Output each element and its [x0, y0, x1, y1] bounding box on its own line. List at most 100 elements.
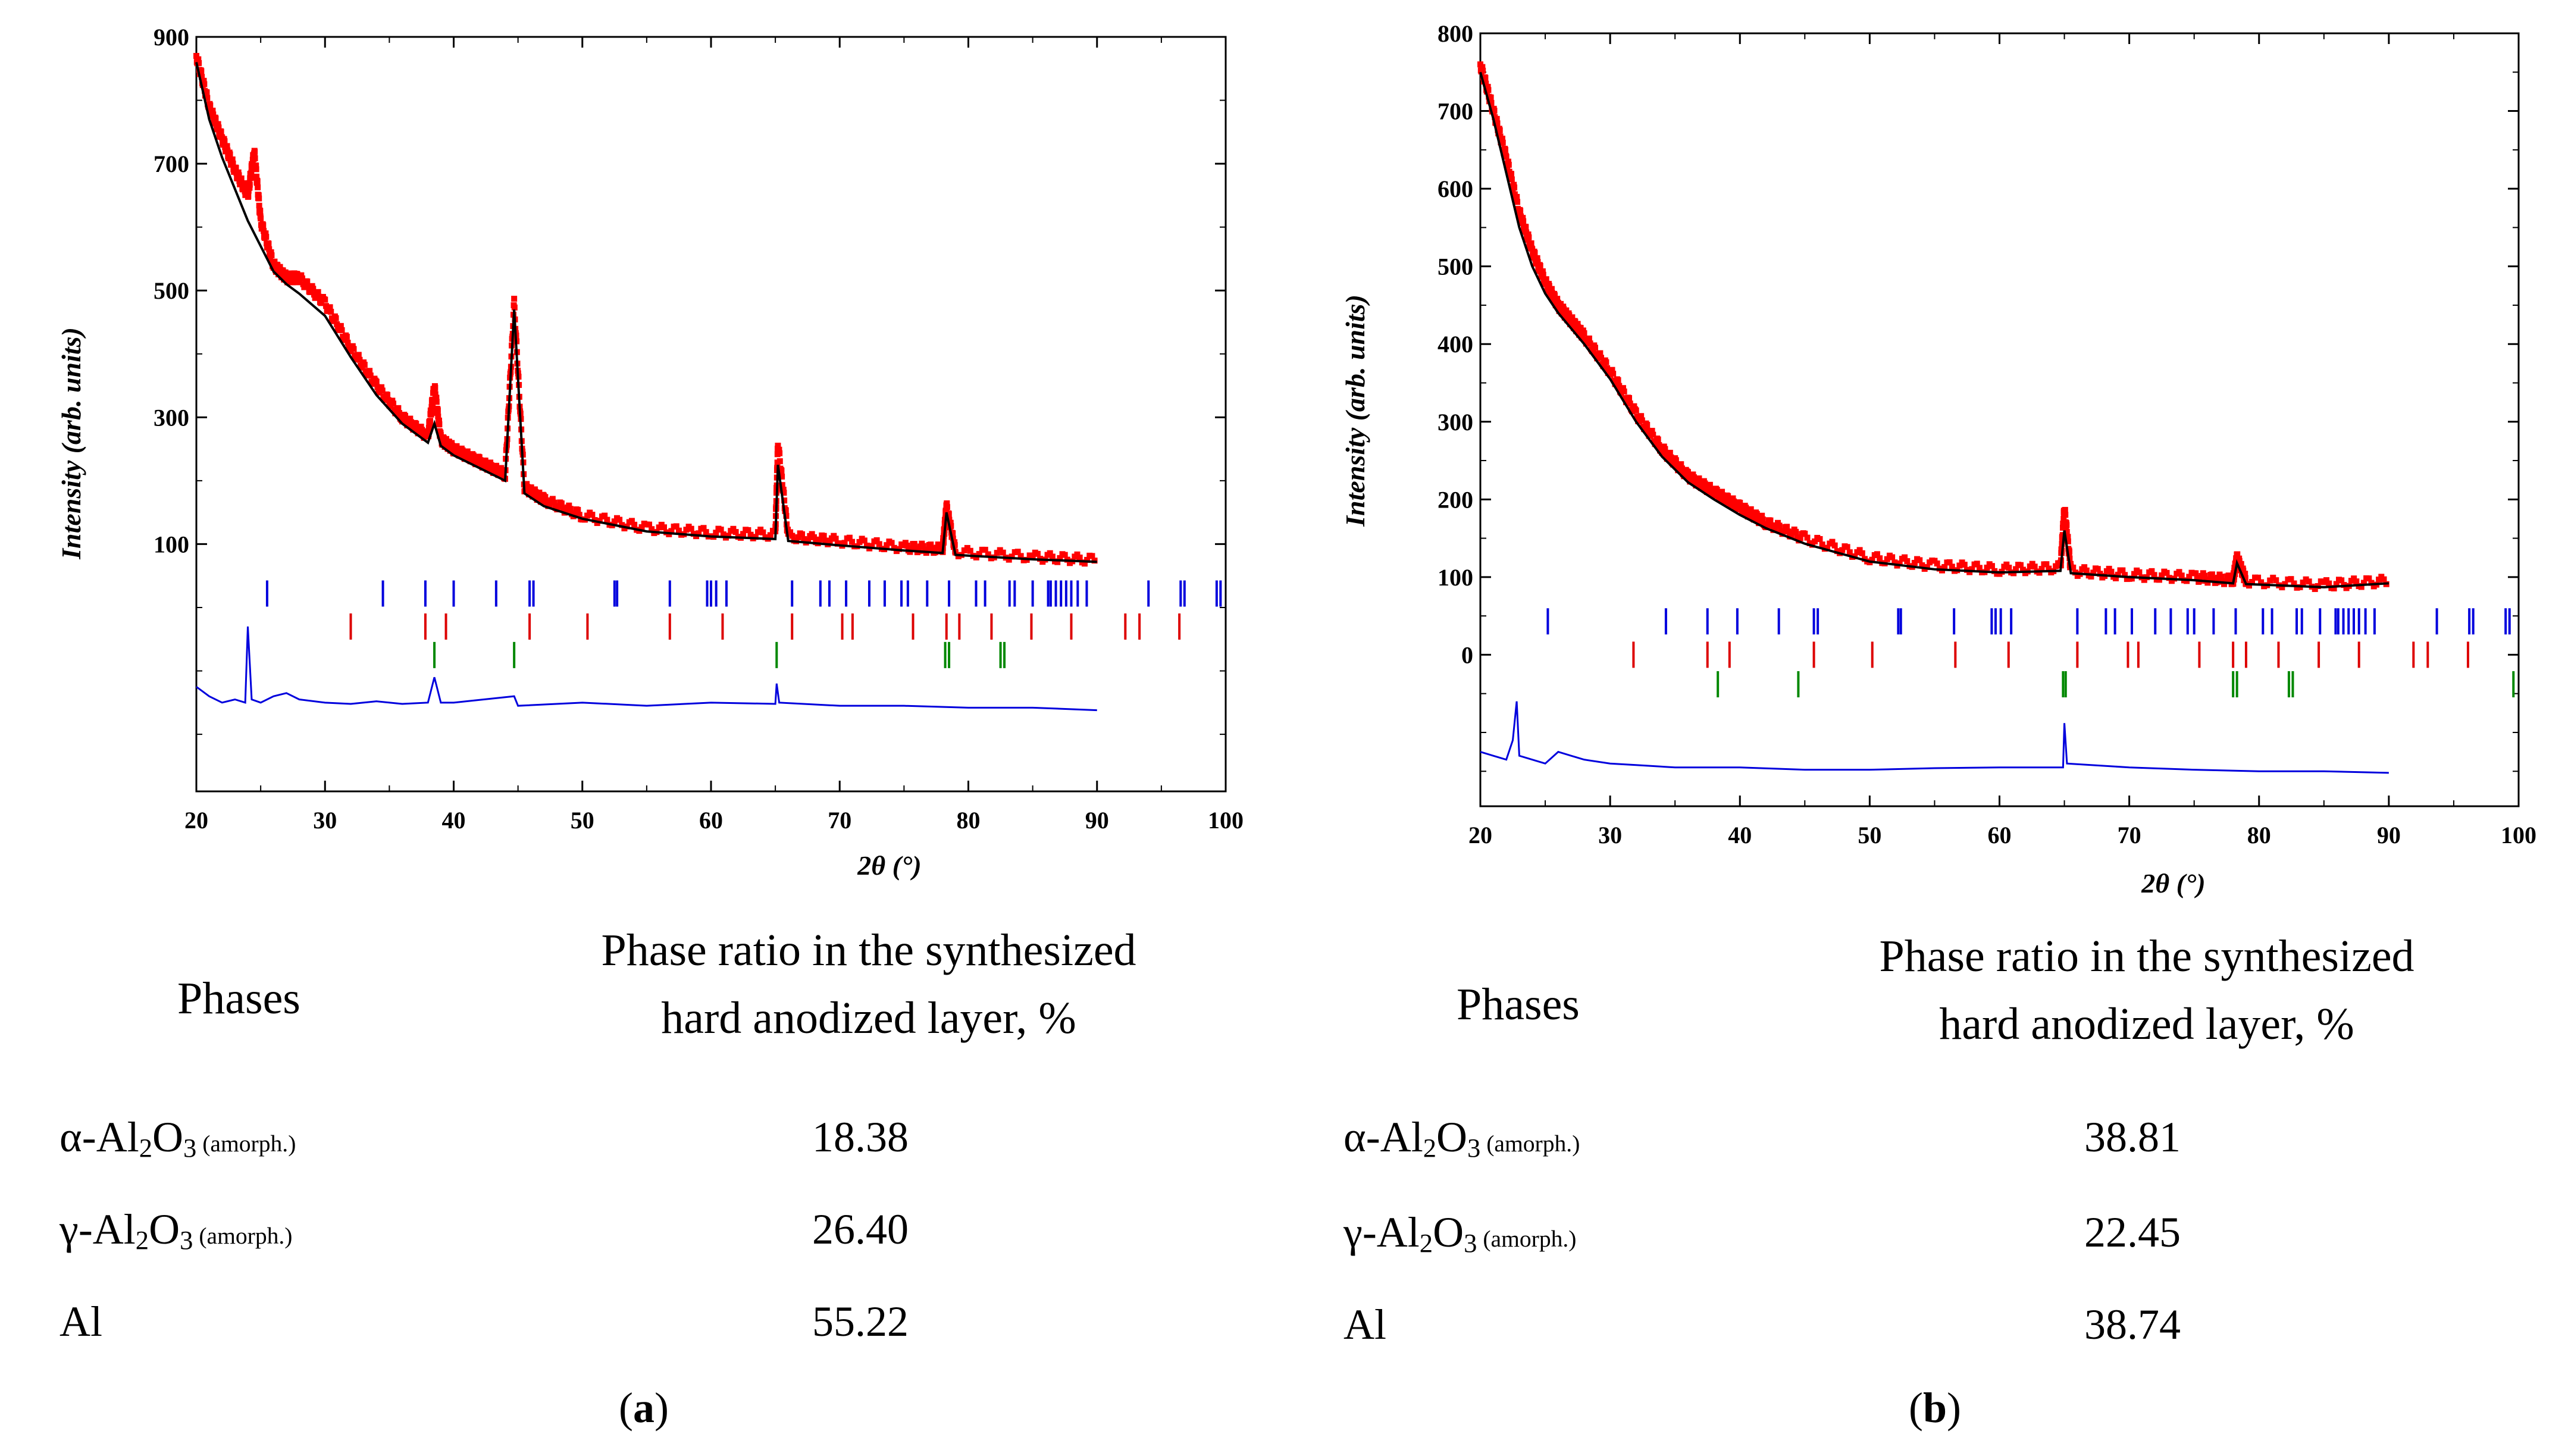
observed-point: [215, 124, 222, 131]
y-tick-label: 900: [154, 24, 189, 51]
observed-point: [229, 156, 236, 162]
observed-point: [2300, 580, 2306, 586]
observed-point: [2031, 563, 2038, 570]
observed-point: [604, 516, 610, 523]
observed-point: [248, 169, 255, 176]
observed-point: [1804, 534, 1811, 541]
observed-point: [230, 160, 236, 167]
observed-point: [776, 458, 783, 465]
observed-point: [1084, 556, 1091, 563]
observed-point: [2201, 572, 2208, 579]
phase-name-gamma: γ-Al2O3 (amorph.): [59, 1205, 292, 1255]
observed-point: [432, 391, 439, 397]
observed-point: [1719, 489, 1725, 495]
observed-point: [1681, 473, 1687, 480]
observed-point: [1673, 457, 1679, 464]
observed-point: [1566, 312, 1573, 318]
observed-point: [576, 512, 583, 518]
observed-point: [428, 403, 435, 410]
observed-point: [688, 525, 694, 532]
observed-point: [473, 459, 480, 466]
observed-point: [238, 175, 245, 181]
observed-point: [649, 526, 655, 533]
observed-point: [982, 546, 988, 553]
observed-point: [1633, 407, 1639, 414]
observed-point: [1493, 115, 1500, 122]
observed-point: [967, 547, 973, 554]
observed-point: [2065, 538, 2071, 544]
observed-point: [782, 507, 789, 513]
observed-point: [985, 551, 991, 558]
subscript: 3: [1467, 1132, 1481, 1163]
observed-point: [1014, 549, 1021, 555]
observed-point: [453, 443, 460, 449]
observed-point: [1889, 554, 1896, 561]
observed-point: [258, 215, 264, 222]
observed-point: [2242, 575, 2248, 581]
observed-point: [1649, 428, 1655, 434]
subscript: 2: [139, 1132, 153, 1163]
observed-point: [1839, 547, 1846, 553]
observed-point: [1824, 544, 1831, 551]
observed-point: [2353, 578, 2360, 585]
observed-point: [1720, 492, 1726, 499]
table-header-ratio: Phase ratio in the synthesized hard anod…: [524, 916, 1214, 1052]
observed-point: [1017, 553, 1024, 559]
observed-point: [1714, 487, 1720, 493]
observed-point: [1479, 64, 1486, 70]
observed-point: [1543, 276, 1549, 283]
observed-point: [1615, 377, 1621, 383]
observed-point: [752, 534, 759, 540]
observed-point: [2282, 581, 2288, 587]
observed-point: [1581, 330, 1587, 337]
observed-point: [2225, 572, 2232, 579]
phase-value-alpha: 38.81: [2084, 1113, 2181, 1161]
observed-point: [673, 523, 679, 530]
observed-point: [2088, 573, 2094, 580]
phase-name-part: O: [152, 1113, 184, 1161]
observed-point: [1678, 465, 1685, 472]
observed-point: [2063, 528, 2070, 535]
observed-point: [783, 513, 790, 519]
observed-point: [1499, 136, 1505, 142]
observed-point: [2063, 522, 2070, 528]
observed-point: [2131, 571, 2138, 577]
phase-value-alpha: 18.38: [812, 1113, 909, 1161]
observed-point: [1047, 550, 1053, 556]
observed-point: [1740, 509, 1746, 516]
observed-point: [2261, 583, 2268, 590]
observed-point: [2163, 569, 2170, 576]
observed-point: [2279, 584, 2285, 591]
observed-point: [1711, 493, 1717, 499]
observed-point: [2303, 576, 2309, 583]
observed-point: [925, 546, 931, 553]
observed-point: [2252, 574, 2259, 581]
observed-point: [257, 208, 264, 214]
observed-point: [1659, 449, 1665, 456]
observed-point: [233, 165, 239, 171]
observed-point: [2119, 567, 2126, 574]
observed-point: [832, 536, 839, 542]
observed-point: [2151, 572, 2157, 578]
observed-point: [546, 502, 553, 508]
observed-point: [1609, 367, 1615, 373]
x-tick-label: 30: [313, 807, 337, 834]
observed-point: [1902, 554, 1908, 561]
observed-point: [2038, 566, 2045, 572]
observed-point: [253, 173, 260, 180]
observed-point: [920, 543, 926, 549]
observed-point: [1904, 558, 1911, 565]
y-tick-label: 700: [154, 151, 189, 177]
observed-point: [1061, 552, 1068, 558]
observed-point: [1593, 350, 1599, 357]
observed-point: [396, 410, 403, 417]
observed-point: [449, 443, 456, 449]
observed-point: [1586, 335, 1592, 342]
observed-point: [201, 77, 207, 84]
observed-point: [718, 527, 724, 533]
observed-point: [2255, 574, 2262, 581]
observed-point: [1537, 262, 1543, 269]
observed-point: [470, 452, 477, 459]
observed-point: [1639, 417, 1645, 424]
observed-point: [2258, 579, 2265, 585]
